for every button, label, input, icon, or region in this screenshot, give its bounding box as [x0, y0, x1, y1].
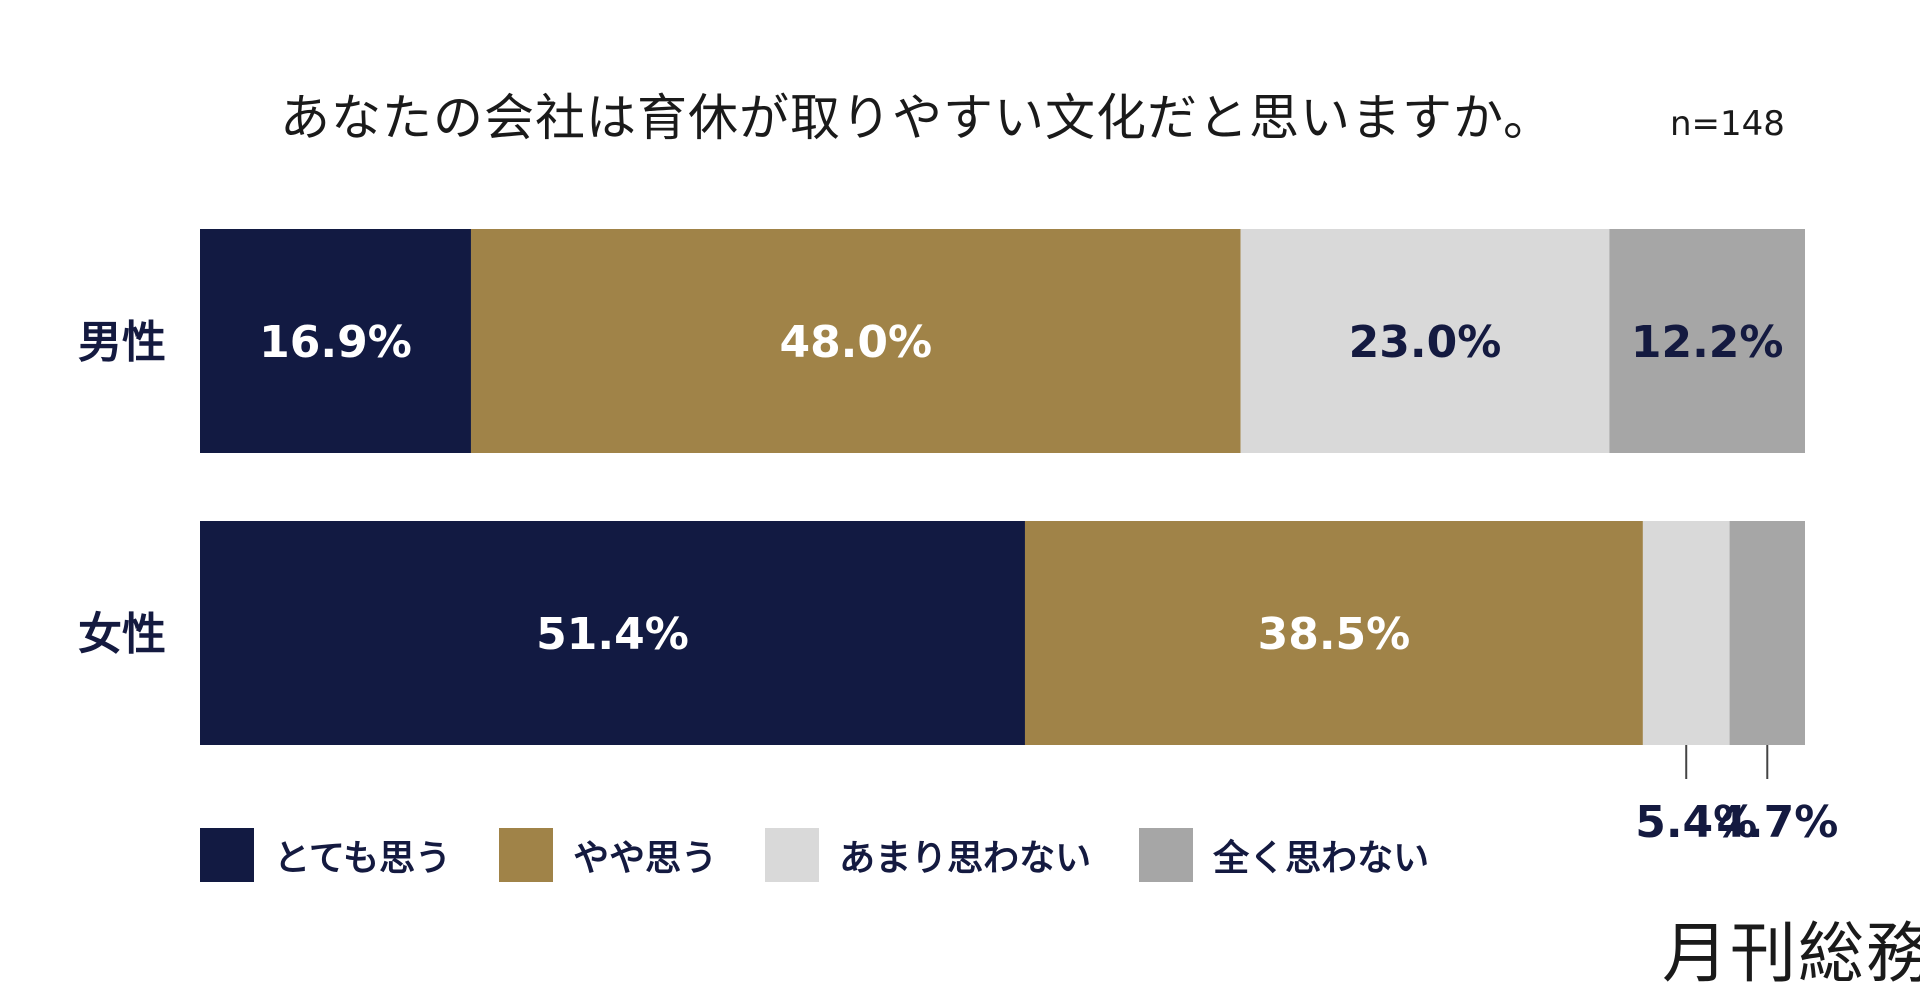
legend-label: 全く思わない [1213, 838, 1430, 879]
bar-segment [200, 229, 471, 453]
brand-logo: 月刊総務 [1662, 915, 1920, 992]
legend-item-totemo: とても思う [200, 828, 451, 882]
legend-swatch [765, 828, 820, 882]
legend-item-amari: あまり思わない [765, 828, 1091, 882]
legend-swatch [499, 828, 554, 882]
data-label: 38.5% [1258, 609, 1411, 660]
legend-label: やや思う [573, 838, 718, 879]
bar-segment [470, 229, 1241, 453]
legend: とても思う やや思う あまり思わない 全く思わない [200, 828, 1477, 882]
data-label: 12.2% [1631, 317, 1784, 368]
row-label: 男性 [78, 317, 166, 368]
data-label: 16.9% [259, 317, 412, 368]
bar-segment [1642, 521, 1730, 745]
data-label: 4.7% [1716, 797, 1838, 848]
bar-segment [1729, 521, 1805, 745]
sample-size: n=148 [1670, 104, 1785, 144]
row-label: 女性 [78, 609, 166, 660]
data-label: 48.0% [779, 317, 932, 368]
data-label: 5.4% [1635, 797, 1757, 848]
chart-title: あなたの会社は育休が取りやすい文化だと思いますか。 [280, 89, 1554, 147]
legend-label: あまり思わない [839, 838, 1092, 879]
data-label: 23.0% [1349, 317, 1502, 368]
bar-segment [1240, 229, 1610, 453]
legend-swatch [200, 828, 254, 882]
legend-label: とても思う [274, 838, 452, 879]
data-label: 51.4% [536, 609, 689, 660]
legend-item-yaya: やや思う [499, 828, 717, 882]
bar-segment [1609, 229, 1805, 453]
bar-segment [200, 521, 1025, 745]
legend-swatch [1139, 828, 1194, 882]
bar-segment [1024, 521, 1643, 745]
legend-item-mattaku: 全く思わない [1139, 828, 1429, 882]
